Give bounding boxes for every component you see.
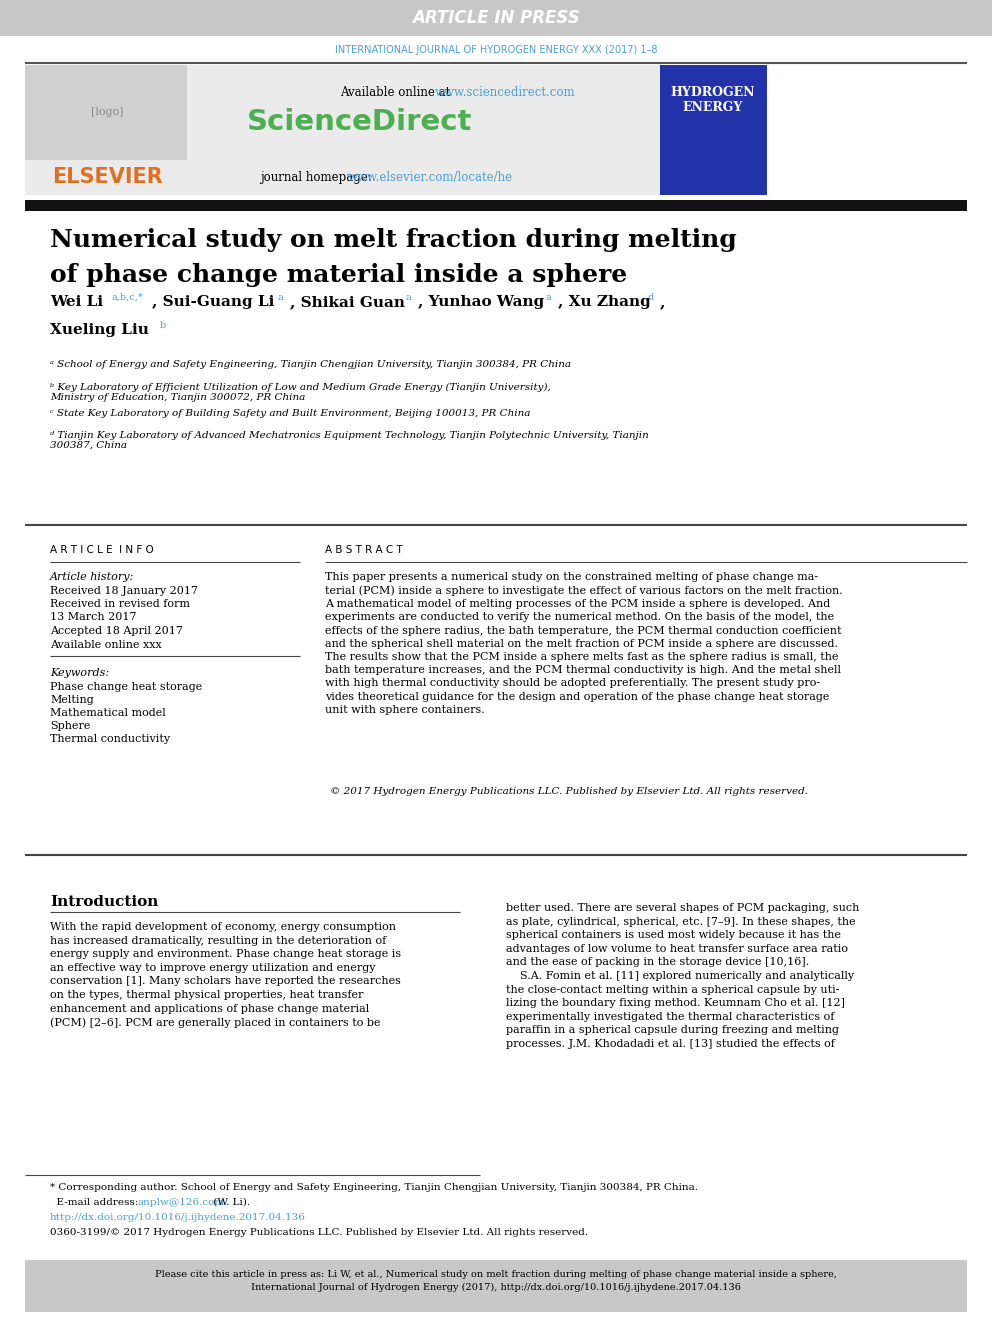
Text: Numerical study on melt fraction during melting: Numerical study on melt fraction during … xyxy=(50,228,737,251)
Text: ,: , xyxy=(660,295,666,310)
Text: Thermal conductivity: Thermal conductivity xyxy=(50,734,170,744)
Text: www.sciencedirect.com: www.sciencedirect.com xyxy=(435,86,575,99)
Text: Please cite this article in press as: Li W, et al., Numerical study on melt frac: Please cite this article in press as: Li… xyxy=(155,1270,837,1291)
Text: 0360-3199/© 2017 Hydrogen Energy Publications LLC. Published by Elsevier Ltd. Al: 0360-3199/© 2017 Hydrogen Energy Publica… xyxy=(50,1228,588,1237)
Text: ᵈ Tianjin Key Laboratory of Advanced Mechatronics Equipment Technology, Tianjin : ᵈ Tianjin Key Laboratory of Advanced Mec… xyxy=(50,430,649,450)
Text: Keywords:: Keywords: xyxy=(50,668,109,677)
Bar xyxy=(25,1259,967,1312)
Text: © 2017 Hydrogen Energy Publications LLC. Published by Elsevier Ltd. All rights r: © 2017 Hydrogen Energy Publications LLC.… xyxy=(330,787,808,796)
Text: This paper presents a numerical study on the constrained melting of phase change: This paper presents a numerical study on… xyxy=(325,572,843,714)
Bar xyxy=(0,0,992,36)
Bar xyxy=(25,200,967,210)
Text: Mathematical model: Mathematical model xyxy=(50,708,166,718)
Text: Available online xxx: Available online xxx xyxy=(50,640,162,650)
Text: ᶜ State Key Laboratory of Building Safety and Built Environment, Beijing 100013,: ᶜ State Key Laboratory of Building Safet… xyxy=(50,410,531,418)
Bar xyxy=(25,65,660,194)
Text: ARTICLE IN PRESS: ARTICLE IN PRESS xyxy=(412,9,580,26)
Text: INTERNATIONAL JOURNAL OF HYDROGEN ENERGY XXX (2017) 1–8: INTERNATIONAL JOURNAL OF HYDROGEN ENERGY… xyxy=(334,45,658,56)
Text: a: a xyxy=(278,292,284,302)
Text: ᵇ Key Laboratory of Efficient Utilization of Low and Medium Grade Energy (Tianji: ᵇ Key Laboratory of Efficient Utilizatio… xyxy=(50,382,551,402)
Text: ELSEVIER: ELSEVIER xyxy=(52,167,163,187)
Text: 13 March 2017: 13 March 2017 xyxy=(50,613,137,622)
Text: www.elsevier.com/locate/he: www.elsevier.com/locate/he xyxy=(348,171,513,184)
Text: Introduction: Introduction xyxy=(50,894,159,909)
Text: better used. There are several shapes of PCM packaging, such
as plate, cylindric: better used. There are several shapes of… xyxy=(506,904,859,1049)
Text: Available online at: Available online at xyxy=(340,86,454,99)
Text: Phase change heat storage: Phase change heat storage xyxy=(50,681,202,692)
Text: a,b,c,*: a,b,c,* xyxy=(112,292,144,302)
Text: * Corresponding author. School of Energy and Safety Engineering, Tianjin Chengji: * Corresponding author. School of Energy… xyxy=(50,1183,698,1192)
Text: A B S T R A C T: A B S T R A C T xyxy=(325,545,403,556)
Text: With the rapid development of economy, energy consumption
has increased dramatic: With the rapid development of economy, e… xyxy=(50,922,401,1028)
Text: a: a xyxy=(405,292,411,302)
Text: ᵃ School of Energy and Safety Engineering, Tianjin Chengjian University, Tianjin: ᵃ School of Energy and Safety Engineerin… xyxy=(50,360,571,369)
Text: http://dx.doi.org/10.1016/j.ijhydene.2017.04.136: http://dx.doi.org/10.1016/j.ijhydene.201… xyxy=(50,1213,306,1222)
Text: Wei Li: Wei Li xyxy=(50,295,108,310)
Text: , Yunhao Wang: , Yunhao Wang xyxy=(418,295,550,310)
Text: Sphere: Sphere xyxy=(50,721,90,732)
Text: Received in revised form: Received in revised form xyxy=(50,599,190,609)
Text: HYDROGEN
ENERGY: HYDROGEN ENERGY xyxy=(671,86,755,114)
Text: journal homepage:: journal homepage: xyxy=(260,171,376,184)
Text: Accepted 18 April 2017: Accepted 18 April 2017 xyxy=(50,626,183,636)
Text: A R T I C L E  I N F O: A R T I C L E I N F O xyxy=(50,545,154,556)
Bar xyxy=(25,160,660,194)
Text: E-mail address:: E-mail address: xyxy=(50,1199,142,1207)
Text: Xueling Liu: Xueling Liu xyxy=(50,323,154,337)
Text: a: a xyxy=(545,292,551,302)
Text: (W. Li).: (W. Li). xyxy=(210,1199,250,1207)
Text: Received 18 January 2017: Received 18 January 2017 xyxy=(50,586,198,595)
Text: d: d xyxy=(648,292,655,302)
Text: , Sui-Guang Li: , Sui-Guang Li xyxy=(152,295,280,310)
Bar xyxy=(660,65,767,194)
Text: , Shikai Guan: , Shikai Guan xyxy=(290,295,411,310)
Text: b: b xyxy=(160,320,167,329)
Text: [logo]: [logo] xyxy=(90,107,123,116)
Text: Article history:: Article history: xyxy=(50,572,134,582)
Text: , Xu Zhang: , Xu Zhang xyxy=(558,295,656,310)
Text: ScienceDirect: ScienceDirect xyxy=(247,108,472,136)
Text: of phase change material inside a sphere: of phase change material inside a sphere xyxy=(50,263,627,287)
Text: anplw@126.com: anplw@126.com xyxy=(138,1199,225,1207)
Bar xyxy=(25,65,187,160)
Text: Melting: Melting xyxy=(50,695,94,705)
